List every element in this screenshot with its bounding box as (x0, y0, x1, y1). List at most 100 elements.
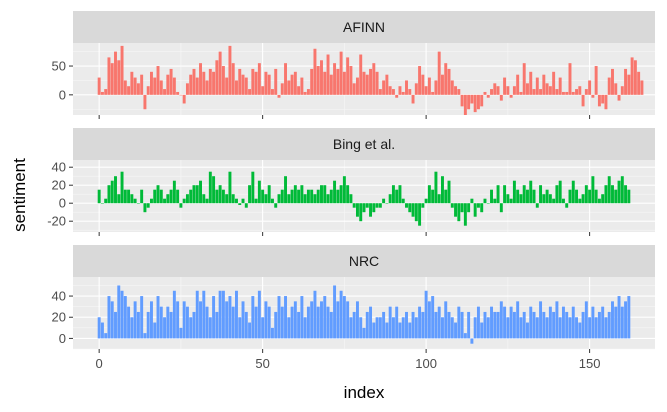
bar (522, 185, 526, 204)
bar (277, 296, 281, 339)
bar (146, 86, 150, 95)
bar (382, 198, 386, 204)
bar (251, 68, 255, 95)
bar (362, 71, 366, 95)
bar (522, 63, 526, 95)
bar (215, 60, 219, 95)
bar (568, 317, 572, 339)
bar (323, 71, 327, 95)
bar (555, 185, 559, 204)
bar (202, 71, 206, 95)
bar (339, 290, 343, 339)
bar (526, 83, 529, 95)
bar (303, 194, 307, 204)
bar (375, 317, 379, 339)
bar (359, 317, 363, 339)
bar (388, 194, 392, 204)
facet-strip (73, 11, 655, 43)
bar (470, 94, 474, 104)
bar (552, 311, 556, 339)
bar (571, 306, 575, 339)
bar (336, 189, 340, 204)
bar (565, 91, 569, 95)
bar (503, 306, 507, 339)
bar (581, 94, 585, 107)
bar (355, 203, 359, 217)
bar (156, 296, 160, 339)
bar (274, 68, 278, 95)
bar (185, 306, 189, 339)
bar (411, 203, 415, 217)
bar (136, 83, 140, 95)
bar (490, 89, 493, 95)
bar (640, 80, 644, 95)
bar (427, 301, 431, 339)
x-axis-title: index (344, 383, 385, 402)
bar (463, 333, 467, 339)
bar (627, 74, 631, 95)
bar (264, 71, 268, 95)
bar (578, 198, 582, 204)
bar (493, 311, 497, 339)
bar (218, 185, 222, 204)
bar (545, 317, 549, 339)
bar (558, 317, 562, 339)
bar (555, 89, 559, 95)
bar (346, 57, 350, 95)
facet-strip-label: AFINN (343, 19, 385, 35)
bar (133, 77, 137, 95)
bar (185, 83, 189, 95)
bar (235, 80, 238, 95)
bar (601, 94, 605, 104)
bar (486, 94, 490, 98)
bar (280, 83, 284, 95)
bar (251, 171, 255, 204)
bar (535, 317, 539, 339)
bar (529, 71, 533, 95)
bar (316, 189, 320, 204)
bar (359, 203, 363, 222)
bar (457, 306, 461, 339)
bar (97, 77, 101, 95)
bar (163, 89, 167, 95)
facet-strip-label: NRC (349, 253, 379, 269)
bar (581, 194, 585, 204)
bar (355, 301, 359, 339)
bar (143, 94, 147, 110)
bar (352, 83, 356, 95)
bar (512, 311, 516, 339)
bar (441, 317, 444, 339)
bar (552, 71, 556, 95)
bar (306, 89, 310, 95)
bar (212, 296, 216, 339)
bar (326, 54, 330, 95)
bar (571, 91, 575, 95)
bar (136, 311, 140, 339)
bar (463, 203, 467, 226)
bar (225, 77, 229, 95)
bar (100, 91, 104, 95)
bar (310, 301, 314, 339)
bar (166, 306, 170, 339)
bar (107, 296, 111, 339)
bar (444, 301, 448, 339)
bar (552, 198, 556, 204)
bar (176, 301, 180, 339)
bar (202, 194, 206, 204)
bar (208, 171, 212, 204)
bar (333, 180, 337, 204)
bar (483, 91, 487, 95)
bar (601, 306, 605, 339)
bar (624, 301, 628, 339)
bar (244, 311, 248, 339)
bar (100, 322, 104, 339)
bar (493, 198, 497, 204)
bar (611, 68, 614, 95)
bar (506, 194, 510, 204)
bar (228, 171, 232, 204)
bar (257, 290, 261, 339)
x-axis: 0 50 100 150 (96, 356, 601, 371)
bar (391, 185, 395, 204)
bar (342, 71, 346, 95)
bar (153, 189, 157, 204)
